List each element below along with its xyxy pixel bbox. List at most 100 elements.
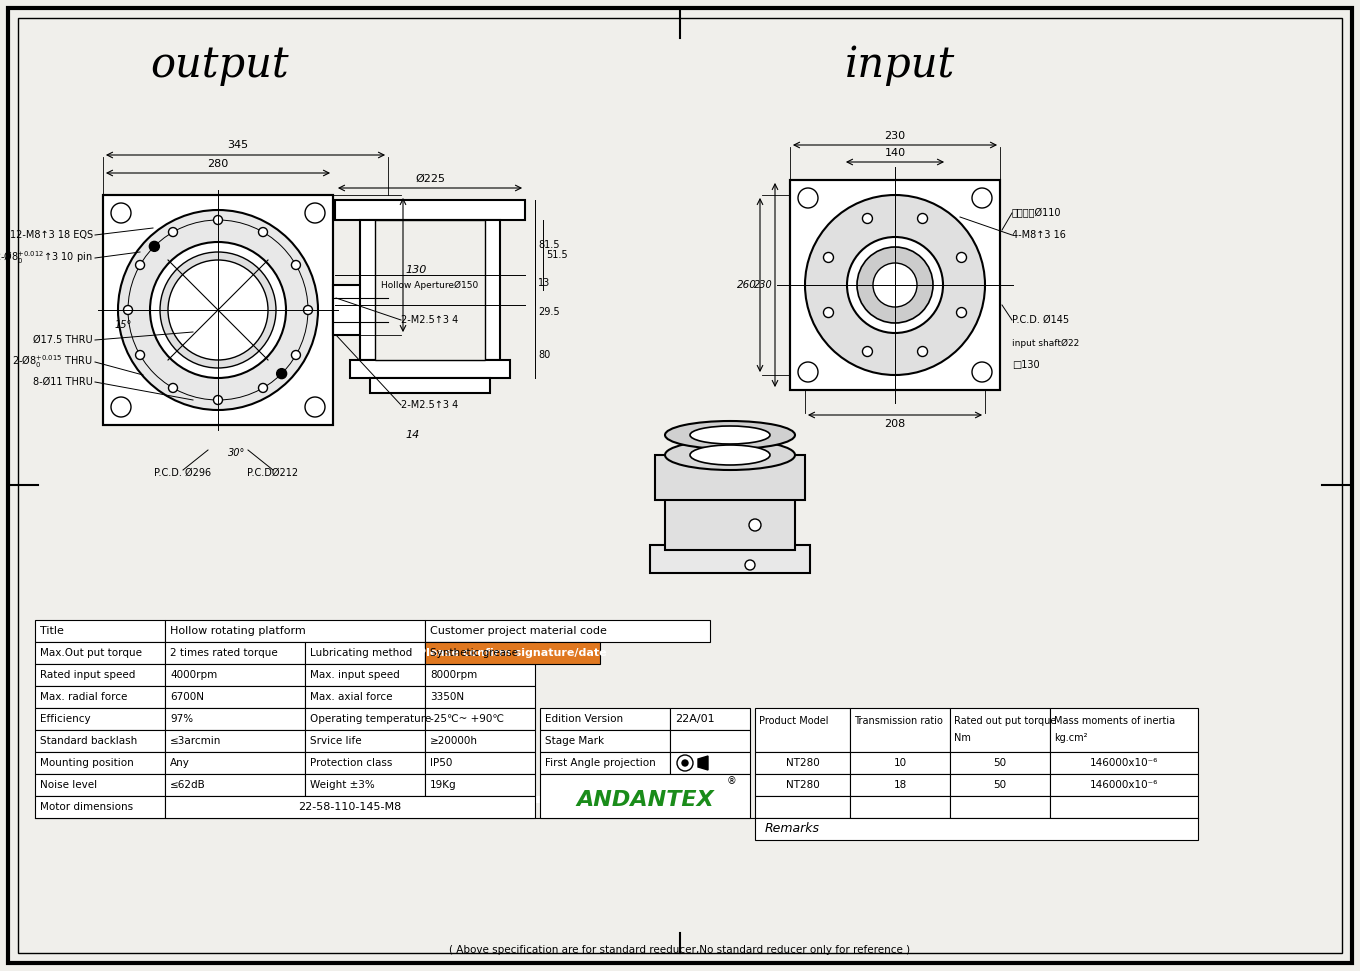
Text: -25℃~ +90℃: -25℃~ +90℃ bbox=[430, 714, 505, 724]
Bar bbox=[305, 752, 424, 774]
Circle shape bbox=[150, 242, 159, 251]
Text: 马达凸圆Ø110: 马达凸圆Ø110 bbox=[1012, 208, 1062, 218]
Text: Noise level: Noise level bbox=[39, 780, 97, 790]
Circle shape bbox=[303, 306, 313, 315]
Text: Max. axial force: Max. axial force bbox=[310, 692, 393, 702]
Bar bbox=[951, 774, 1050, 796]
Circle shape bbox=[258, 384, 268, 392]
Text: 97%: 97% bbox=[170, 714, 193, 724]
Bar bbox=[35, 620, 165, 642]
Bar bbox=[103, 195, 333, 425]
Bar bbox=[670, 752, 749, 774]
Bar bbox=[165, 664, 305, 686]
Text: 2-Ø8$^{+0.015}_{0}$ THRU: 2-Ø8$^{+0.015}_{0}$ THRU bbox=[12, 353, 92, 370]
Text: Mounting position: Mounting position bbox=[39, 758, 133, 768]
Bar bbox=[850, 708, 951, 752]
Circle shape bbox=[169, 227, 178, 237]
Circle shape bbox=[873, 263, 917, 307]
Bar bbox=[670, 730, 749, 752]
Circle shape bbox=[681, 760, 688, 766]
Ellipse shape bbox=[690, 426, 770, 444]
Text: 146000x10⁻⁶: 146000x10⁻⁶ bbox=[1089, 780, 1159, 790]
Text: Edition Version: Edition Version bbox=[545, 714, 623, 724]
Text: 50: 50 bbox=[993, 758, 1006, 768]
Bar bbox=[165, 708, 305, 730]
Text: Standard backlash: Standard backlash bbox=[39, 736, 137, 746]
Circle shape bbox=[112, 397, 131, 417]
Text: 80: 80 bbox=[539, 350, 551, 360]
Text: 6700N: 6700N bbox=[170, 692, 204, 702]
Circle shape bbox=[862, 214, 873, 223]
Ellipse shape bbox=[665, 440, 796, 470]
Text: Stage Mark: Stage Mark bbox=[545, 736, 604, 746]
Circle shape bbox=[169, 260, 268, 360]
Circle shape bbox=[112, 203, 131, 223]
Text: Rated input speed: Rated input speed bbox=[39, 670, 136, 680]
Circle shape bbox=[214, 216, 223, 224]
Text: 50: 50 bbox=[993, 780, 1006, 790]
Circle shape bbox=[857, 247, 933, 323]
Text: 230: 230 bbox=[755, 280, 772, 290]
Text: Please confirm signature/date: Please confirm signature/date bbox=[418, 648, 607, 658]
Bar bbox=[656, 455, 805, 500]
Text: 280: 280 bbox=[207, 159, 228, 169]
Text: 13: 13 bbox=[539, 278, 551, 288]
Bar bbox=[35, 796, 165, 818]
Bar bbox=[951, 752, 1050, 774]
Text: Efficiency: Efficiency bbox=[39, 714, 91, 724]
Text: ≤62dB: ≤62dB bbox=[170, 780, 205, 790]
Text: 3350N: 3350N bbox=[430, 692, 464, 702]
Bar bbox=[360, 220, 500, 360]
Circle shape bbox=[745, 560, 755, 570]
Circle shape bbox=[136, 260, 144, 270]
Bar bbox=[305, 686, 424, 708]
Text: □130: □130 bbox=[1012, 360, 1039, 370]
Text: Ø17.5 THRU: Ø17.5 THRU bbox=[34, 335, 92, 345]
Text: Srvice life: Srvice life bbox=[310, 736, 362, 746]
Text: 8-Ø11 THRU: 8-Ø11 THRU bbox=[33, 377, 92, 387]
Text: 30°: 30° bbox=[228, 448, 245, 458]
Text: 140: 140 bbox=[884, 148, 906, 158]
Bar bbox=[1050, 774, 1198, 796]
Circle shape bbox=[847, 237, 942, 333]
Bar bbox=[350, 360, 510, 378]
Text: Max. input speed: Max. input speed bbox=[310, 670, 400, 680]
Circle shape bbox=[972, 362, 991, 382]
Text: 2-M2.5↑3 4: 2-M2.5↑3 4 bbox=[401, 400, 458, 410]
Text: Synthetic grease: Synthetic grease bbox=[430, 648, 518, 658]
Text: 12-M8↑3 18 EQS: 12-M8↑3 18 EQS bbox=[10, 230, 92, 240]
Circle shape bbox=[214, 395, 223, 405]
Text: Hollow rotating platform: Hollow rotating platform bbox=[170, 626, 306, 636]
Text: 51.5: 51.5 bbox=[545, 250, 567, 260]
Text: ANDANTEX: ANDANTEX bbox=[577, 790, 714, 811]
Bar bbox=[335, 200, 525, 220]
Bar bbox=[35, 686, 165, 708]
Circle shape bbox=[291, 260, 301, 270]
Circle shape bbox=[749, 519, 762, 531]
Bar bbox=[35, 752, 165, 774]
Bar bbox=[670, 708, 749, 730]
Bar bbox=[424, 708, 534, 730]
Text: 22A/01: 22A/01 bbox=[675, 714, 714, 724]
Text: Product Model: Product Model bbox=[759, 717, 828, 726]
Circle shape bbox=[291, 351, 301, 359]
Text: P.C.D. Ø145: P.C.D. Ø145 bbox=[1012, 315, 1069, 325]
Text: P.C.DØ212: P.C.DØ212 bbox=[248, 468, 299, 478]
Ellipse shape bbox=[690, 445, 770, 465]
Bar bbox=[305, 642, 424, 664]
Text: Weight ±3%: Weight ±3% bbox=[310, 780, 375, 790]
Text: NT280: NT280 bbox=[786, 758, 819, 768]
Circle shape bbox=[824, 252, 834, 262]
Bar bbox=[540, 730, 670, 752]
Circle shape bbox=[918, 214, 928, 223]
Text: Title: Title bbox=[39, 626, 64, 636]
Polygon shape bbox=[698, 756, 709, 770]
Bar bbox=[375, 220, 486, 360]
Bar bbox=[540, 708, 670, 730]
Text: Hollow ApertureØ150: Hollow ApertureØ150 bbox=[381, 281, 479, 289]
Text: Max.Out put torque: Max.Out put torque bbox=[39, 648, 141, 658]
Text: IP50: IP50 bbox=[430, 758, 453, 768]
Text: ≥20000h: ≥20000h bbox=[430, 736, 477, 746]
Bar bbox=[665, 495, 796, 550]
Circle shape bbox=[276, 369, 287, 379]
